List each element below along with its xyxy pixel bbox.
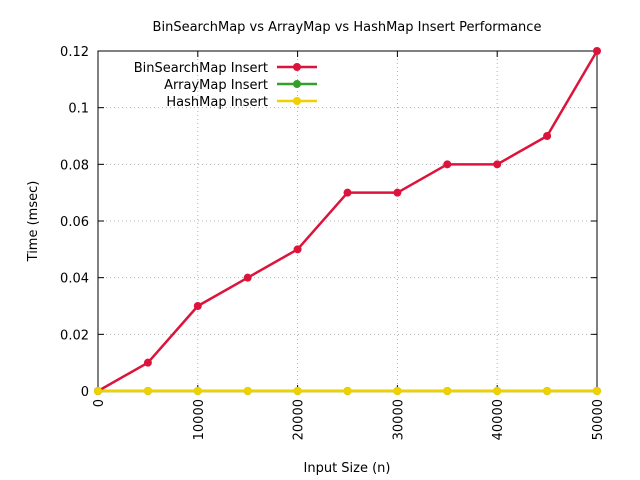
legend-entry: HashMap Insert [166, 95, 317, 110]
y-tick-label: 0 [81, 385, 89, 400]
tick-layer: 0 0.02 0.04 0.06 0.08 0.1 0.12 0 10000 20000 30000… [60, 45, 606, 440]
data-point [343, 188, 352, 197]
chart-title: BinSearchMap vs ArrayMap vs HashMap Inse… [153, 20, 542, 35]
y-tick-label: 0.02 [60, 328, 89, 343]
data-point [493, 387, 502, 395]
data-point [543, 132, 552, 140]
data-point [243, 387, 252, 395]
data-point [543, 387, 552, 395]
legend-swatch-marker [293, 80, 301, 88]
x-axis-label: Input Size (n) [304, 461, 391, 476]
x-tick-label: 40000 [491, 399, 506, 440]
y-tick-label: 0.06 [60, 215, 89, 230]
grid-layer [98, 51, 597, 391]
legend-swatch-marker [293, 97, 301, 105]
y-axis-label: Time (msec) [26, 181, 41, 263]
series-2 [94, 387, 601, 395]
data-point [193, 387, 202, 395]
data-point [593, 387, 601, 395]
legend-entry: ArrayMap Insert [164, 78, 317, 93]
data-point [493, 160, 502, 169]
data-point [143, 387, 152, 395]
x-tick-label: 0 [92, 399, 107, 407]
data-point [293, 245, 302, 254]
y-tick-label: 0.12 [60, 45, 89, 60]
legend-label: BinSearchMap Insert [134, 61, 268, 76]
data-point [393, 387, 402, 395]
data-point [94, 387, 102, 395]
data-point [343, 387, 352, 395]
x-tick-label: 20000 [292, 399, 307, 440]
data-point [293, 387, 302, 395]
data-point [443, 160, 452, 169]
y-tick-label: 0.04 [60, 272, 89, 287]
legend-label: HashMap Insert [166, 95, 268, 110]
y-tick-label: 0.08 [60, 158, 89, 173]
legend-swatch-marker [293, 63, 301, 71]
data-point [393, 188, 402, 197]
data-point [193, 302, 202, 310]
x-tick-label: 50000 [591, 399, 606, 440]
legend: BinSearchMap Insert ArrayMap Insert HashMa… [134, 61, 317, 110]
legend-label: ArrayMap Insert [164, 78, 268, 93]
y-tick-label: 0.1 [68, 102, 89, 117]
data-point [593, 47, 601, 55]
series-layer [94, 47, 601, 395]
data-point [243, 273, 252, 282]
legend-entry: BinSearchMap Insert [134, 61, 317, 76]
x-tick-label: 10000 [192, 399, 207, 440]
x-tick-label: 30000 [391, 399, 406, 440]
data-point [443, 387, 452, 395]
data-point [143, 358, 152, 367]
